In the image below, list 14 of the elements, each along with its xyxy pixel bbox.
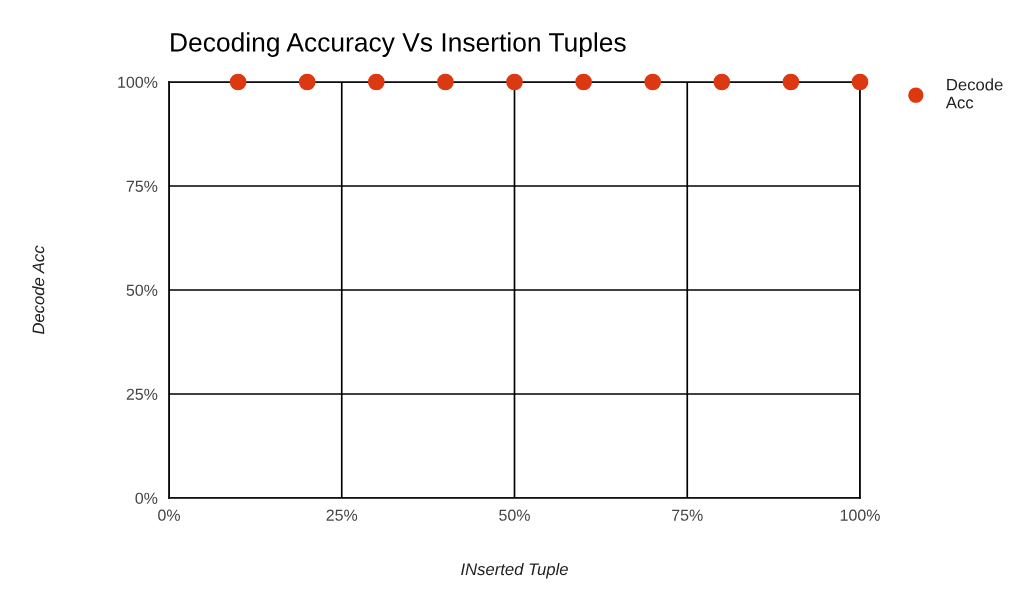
y-tick-label: 75% [126, 180, 158, 192]
x-axis-title: INserted Tuple [461, 562, 568, 579]
x-tick-label: 25% [326, 509, 358, 521]
chart-title: Decoding Accuracy Vs Insertion Tuples [171, 32, 626, 57]
x-tick-label: 50% [499, 509, 530, 521]
y-tick-label: 100% [118, 76, 158, 88]
x-tick-label: 0% [158, 509, 180, 521]
y-tick-label: 0% [135, 492, 158, 504]
y-tick-label: 25% [126, 388, 158, 400]
x-tick-label: 100% [840, 509, 880, 521]
y-axis-title: Decode Acc [32, 245, 45, 335]
legend-label: Decode Acc [945, 78, 1003, 109]
x-tick-label: 75% [672, 509, 703, 521]
y-tick-label: 50% [126, 284, 158, 296]
